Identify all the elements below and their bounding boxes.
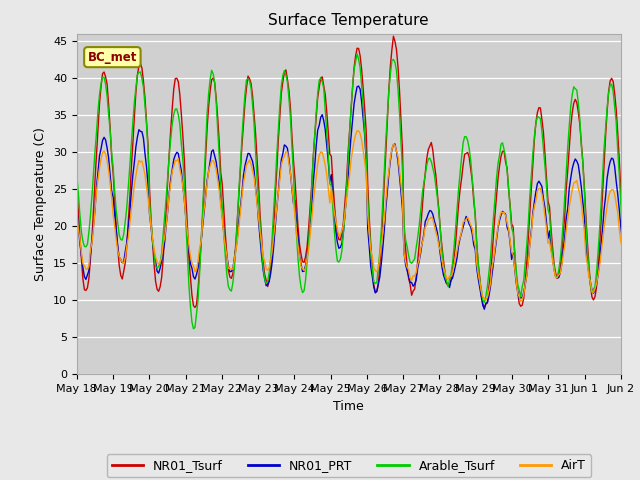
Title: Surface Temperature: Surface Temperature	[269, 13, 429, 28]
NR01_PRT	[576, 172, 584, 178]
Legend: NR01_Tsurf, NR01_PRT, Arable_Tsurf, AirT: NR01_Tsurf, NR01_PRT, Arable_Tsurf, AirT	[106, 454, 591, 477]
NR01_Tsurf	[576, 121, 584, 127]
Arable_Tsurf	[73, 172, 81, 178]
NR01_Tsurf	[390, 33, 397, 39]
Arable_Tsurf	[374, 264, 382, 270]
Text: BC_met: BC_met	[88, 51, 137, 64]
Arable_Tsurf	[111, 188, 118, 194]
AirT	[353, 128, 361, 134]
AirT	[576, 192, 584, 197]
Arable_Tsurf	[576, 116, 584, 121]
AirT	[517, 298, 525, 304]
NR01_Tsurf	[93, 152, 100, 158]
NR01_PRT	[93, 184, 100, 190]
AirT	[111, 223, 118, 228]
NR01_Tsurf	[111, 197, 118, 203]
AirT	[373, 269, 381, 275]
Arable_Tsurf	[189, 326, 197, 332]
NR01_PRT	[355, 83, 362, 89]
NR01_PRT	[490, 261, 497, 266]
X-axis label: Time: Time	[333, 400, 364, 413]
AirT	[73, 209, 81, 215]
NR01_Tsurf	[490, 232, 497, 238]
Line: Arable_Tsurf: Arable_Tsurf	[77, 54, 640, 329]
AirT	[93, 189, 100, 195]
NR01_PRT	[373, 288, 381, 294]
Arable_Tsurf	[490, 216, 497, 221]
NR01_Tsurf	[373, 289, 381, 295]
NR01_Tsurf	[191, 304, 199, 310]
Line: NR01_PRT: NR01_PRT	[77, 86, 640, 309]
NR01_PRT	[111, 211, 118, 217]
Line: AirT: AirT	[77, 131, 640, 301]
AirT	[488, 264, 496, 270]
Arable_Tsurf	[353, 51, 361, 57]
Arable_Tsurf	[93, 130, 100, 135]
Line: NR01_Tsurf: NR01_Tsurf	[77, 36, 640, 307]
Y-axis label: Surface Temperature (C): Surface Temperature (C)	[35, 127, 47, 281]
NR01_PRT	[481, 306, 488, 312]
NR01_Tsurf	[73, 178, 81, 184]
NR01_PRT	[73, 206, 81, 212]
